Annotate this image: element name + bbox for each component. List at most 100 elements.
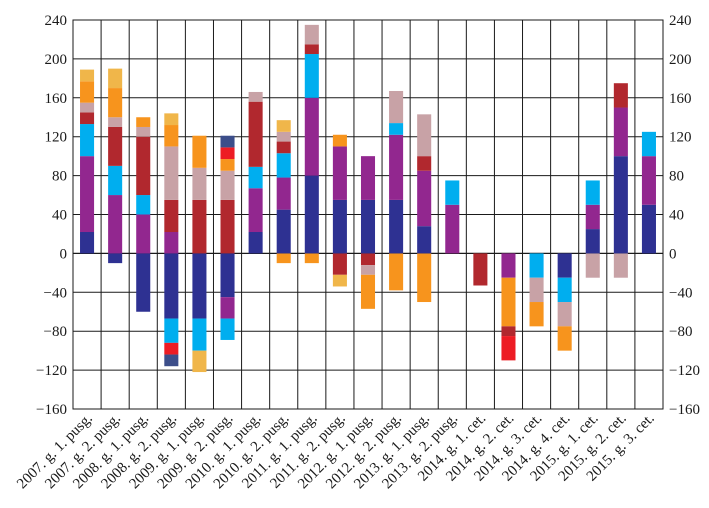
bar-segment: [136, 136, 151, 196]
bar-segment: [529, 302, 544, 327]
bar-segment: [220, 135, 235, 148]
bar-segment: [276, 177, 291, 210]
bar-segment: [304, 97, 319, 176]
bar-segment: [192, 199, 207, 254]
bar-segment: [557, 253, 572, 278]
bar-segment: [248, 166, 263, 189]
bar-segment: [613, 156, 628, 254]
bar-segment: [192, 253, 207, 319]
bar-segment: [304, 54, 319, 98]
bar-segment: [585, 204, 600, 230]
y-tick-label: −80: [669, 324, 692, 340]
bar-segment: [80, 232, 95, 254]
bar-segment: [557, 277, 572, 303]
bar-segment: [220, 297, 235, 319]
bar-segment: [501, 253, 516, 278]
y-tick-label: 160: [45, 91, 68, 107]
bar-segment: [276, 253, 291, 264]
bar-segment: [332, 274, 347, 287]
bar-segment: [192, 350, 207, 373]
bar-segment: [136, 126, 151, 137]
bar-segment: [80, 112, 95, 125]
y-tick-label: 120: [669, 130, 692, 146]
y-axis-left: −160 −120 −80 −40 0 40 80 120 160 200 240: [36, 13, 67, 418]
bar-segment: [136, 214, 151, 254]
y-tick-label: 40: [669, 208, 684, 224]
bar-segment: [164, 342, 179, 355]
bar-segment: [557, 302, 572, 327]
bar-segment: [332, 134, 347, 147]
y-tick-label: 120: [45, 130, 68, 146]
bar-segment: [332, 199, 347, 254]
bar-segment: [248, 232, 263, 254]
bar-segment: [417, 114, 432, 157]
bar-segment: [613, 83, 628, 108]
bar-segment: [585, 253, 600, 278]
bar-segment: [417, 170, 432, 227]
bar-segment: [332, 146, 347, 200]
bar-segment: [192, 167, 207, 200]
bar-segment: [164, 354, 179, 367]
bar-segment: [108, 195, 123, 254]
y-tick-label: 160: [669, 91, 692, 107]
bar-segment: [304, 175, 319, 254]
bar-segment: [80, 69, 95, 82]
bar-segment: [164, 318, 179, 343]
bar-segment: [220, 159, 235, 171]
bar-segment: [220, 199, 235, 254]
bar-segment: [360, 253, 376, 266]
bar-segment: [108, 68, 123, 89]
bar-segment: [108, 253, 123, 264]
bar-segment: [164, 232, 179, 254]
y-tick-label: −80: [44, 324, 67, 340]
bar-segment: [417, 226, 432, 254]
bar-segment: [80, 156, 95, 233]
y-tick-label: 0: [60, 246, 68, 262]
y-tick-label: −160: [669, 402, 700, 418]
bar-segment: [108, 165, 123, 196]
bar-segment: [164, 146, 179, 200]
bar-segment: [276, 209, 291, 254]
bar-segment: [445, 180, 460, 205]
bar-segment: [220, 147, 235, 160]
y-tick-label: 240: [669, 13, 692, 29]
x-axis: 2007. g. 1. pusg.2007. g. 2. pusg.2008. …: [14, 411, 658, 493]
y-tick-label: −40: [669, 285, 692, 301]
bar-segment: [641, 131, 656, 157]
bar-segment: [276, 131, 291, 142]
bar-segment: [417, 253, 432, 303]
bar-segment: [501, 336, 516, 361]
bar-segment: [389, 134, 404, 200]
bar-segment: [417, 156, 432, 171]
bar-segment: [389, 123, 404, 135]
bar-segment: [585, 229, 600, 254]
bar-segment: [445, 204, 460, 254]
bar-segment: [389, 253, 404, 291]
y-tick-label: 80: [669, 169, 684, 185]
bar-segment: [360, 199, 376, 254]
bar-segment: [276, 120, 291, 132]
bar-segment: [501, 326, 516, 337]
bar-segment: [80, 124, 95, 157]
bar-segment: [389, 90, 404, 124]
bar-segment: [529, 253, 544, 278]
y-tick-label: −40: [44, 285, 67, 301]
bar-segment: [220, 253, 235, 298]
bar-segment: [613, 107, 628, 157]
bar-segment: [529, 277, 544, 303]
y-tick-label: −160: [36, 402, 67, 418]
bar-segment: [192, 135, 207, 168]
bar-segment: [360, 156, 376, 200]
bar-segment: [585, 180, 600, 205]
bar-segment: [276, 141, 291, 154]
bar-segment: [220, 170, 235, 200]
y-tick-label: −120: [669, 363, 700, 379]
bar-segment: [557, 326, 572, 351]
bar-segment: [136, 117, 151, 127]
y-axis-right: −160 −120 −80 −40 0 40 80 120 160 200 240: [669, 13, 700, 418]
bar-segment: [164, 125, 179, 147]
bar-segment: [136, 195, 151, 215]
bar-segment: [304, 24, 319, 45]
y-tick-label: −120: [36, 363, 67, 379]
